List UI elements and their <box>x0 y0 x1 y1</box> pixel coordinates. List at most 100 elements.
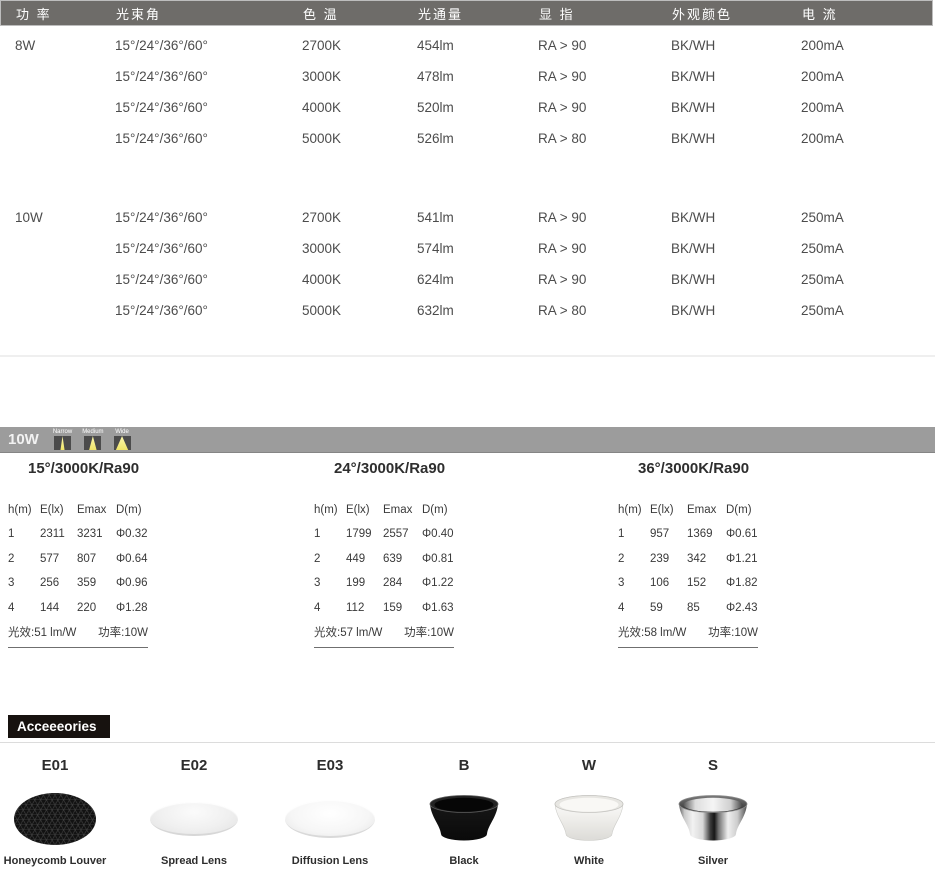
cell-color: BK/WH <box>671 241 716 256</box>
medium-beam-icon <box>84 436 102 450</box>
table-row: 1 957 1369 Φ0.61 <box>618 522 778 547</box>
table-row: 2 449 639 Φ0.81 <box>314 547 474 572</box>
cell: 957 <box>650 528 670 541</box>
accessory-label: Spread Lens <box>160 855 228 867</box>
cell: 3 <box>8 577 15 590</box>
table-row: 15°/24°/36°/60° 5000K 526lm RA > 80 BK/W… <box>0 123 935 154</box>
accessory-code: E01 <box>41 757 69 774</box>
cell-cct: 4000K <box>302 272 342 287</box>
cell-color: BK/WH <box>671 131 716 146</box>
cell: 3 <box>618 577 625 590</box>
cell-flux: 574lm <box>417 241 454 256</box>
cell: 3231 <box>77 528 103 541</box>
cell-flux: 624lm <box>417 272 454 287</box>
beam-label: Medium <box>82 429 104 435</box>
black-reflector-icon <box>429 795 499 841</box>
table-row: 4 144 220 Φ1.28 <box>8 596 168 621</box>
accessory-spread-lens: E02 Spread Lens <box>129 757 259 867</box>
accessory-label: Diffusion Lens <box>291 855 369 867</box>
cell-current: 250mA <box>801 210 844 225</box>
cell: 2 <box>8 552 15 565</box>
accessory-code: E02 <box>180 757 208 774</box>
photometric-title: 36°/3000K/Ra90 <box>638 460 750 477</box>
cell-cct: 2700K <box>302 38 342 53</box>
white-reflector-icon <box>554 795 624 841</box>
photometric-header-row: h(m) E(lx) Emax D(m) <box>314 498 474 522</box>
cell: 2557 <box>383 528 409 541</box>
accessory-honeycomb-louver: E01 Honeycomb Louver <box>0 757 120 867</box>
section-divider <box>0 355 935 357</box>
table-row: 10W 15°/24°/36°/60° 2700K 541lm RA > 90 … <box>0 202 935 233</box>
cell: 449 <box>346 552 366 565</box>
cell-current: 200mA <box>801 100 844 115</box>
table-row: 15°/24°/36°/60° 3000K 478lm RA > 90 BK/W… <box>0 61 935 92</box>
cell-cri: RA > 90 <box>538 38 587 53</box>
spread-lens-icon <box>150 802 238 836</box>
cell: Φ1.82 <box>726 577 758 590</box>
cell-flux: 541lm <box>417 210 454 225</box>
accessory-label: Honeycomb Louver <box>3 855 107 867</box>
cell-beam: 15°/24°/36°/60° <box>115 210 208 225</box>
cell-cri: RA > 90 <box>538 241 587 256</box>
table-row: 1 2311 3231 Φ0.32 <box>8 522 168 547</box>
silver-reflector-icon <box>678 795 748 841</box>
table-row: 15°/24°/36°/60° 4000K 520lm RA > 90 BK/W… <box>0 92 935 123</box>
col-header-cri: 显 指 <box>539 6 575 22</box>
efficacy-value: 光效:57 lm/W <box>314 627 383 639</box>
beam-option-medium: Medium <box>82 429 104 450</box>
cell-cct: 3000K <box>302 69 342 84</box>
cell: 2311 <box>40 528 65 541</box>
photometric-table-24deg: 24°/3000K/Ra90 h(m) E(lx) Emax D(m) 1 17… <box>314 460 474 648</box>
accessory-diffusion-lens: E03 Diffusion Lens <box>265 757 395 867</box>
cell-color: BK/WH <box>671 38 716 53</box>
cell-cri: RA > 80 <box>538 303 587 318</box>
beam-option-narrow: Narrow <box>53 429 72 450</box>
accessory-label: Silver <box>698 855 728 867</box>
diffusion-lens-icon <box>285 800 375 838</box>
table-row: 15°/24°/36°/60° 5000K 632lm RA > 80 BK/W… <box>0 295 935 326</box>
cell: 284 <box>383 577 403 590</box>
photometric-table-36deg: 36°/3000K/Ra90 h(m) E(lx) Emax D(m) 1 95… <box>618 460 778 648</box>
honeycomb-louver-icon <box>14 793 96 845</box>
beam-label: Narrow <box>52 429 73 435</box>
power-value: 功率:10W <box>708 627 758 639</box>
cell: 1369 <box>687 528 713 541</box>
cell-cct: 5000K <box>302 303 342 318</box>
cell: 2 <box>618 552 625 565</box>
table-row: 8W 15°/24°/36°/60° 2700K 454lm RA > 90 B… <box>0 30 935 61</box>
cell-beam: 15°/24°/36°/60° <box>115 38 208 53</box>
cell: Φ0.64 <box>116 552 148 565</box>
accessories-divider <box>0 742 935 743</box>
cell: Φ1.28 <box>116 601 148 614</box>
cell: 239 <box>650 552 670 565</box>
cell-beam: 15°/24°/36°/60° <box>115 272 208 287</box>
accessory-silver-reflector: S <box>648 757 778 867</box>
photometric-table-15deg: 15°/3000K/Ra90 h(m) E(lx) Emax D(m) 1 23… <box>8 460 168 648</box>
cell: Φ0.81 <box>422 552 454 565</box>
cell: 1 <box>618 528 625 541</box>
cell-cri: RA > 90 <box>538 210 587 225</box>
accessory-code: E03 <box>316 757 344 774</box>
cell: Φ1.22 <box>422 577 454 590</box>
col-emax: Emax <box>77 504 107 516</box>
cell-color: BK/WH <box>671 303 716 318</box>
cell: 4 <box>314 601 321 614</box>
cell: 106 <box>650 577 670 590</box>
cell: 159 <box>383 601 403 614</box>
spec-group-10w: 10W 15°/24°/36°/60° 2700K 541lm RA > 90 … <box>0 202 935 326</box>
photometric-header-row: h(m) E(lx) Emax D(m) <box>8 498 168 522</box>
cell: Φ2.43 <box>726 601 758 614</box>
cell-color: BK/WH <box>671 100 716 115</box>
cell-flux: 478lm <box>417 69 454 84</box>
cell-cct: 2700K <box>302 210 342 225</box>
cell: 144 <box>40 601 60 614</box>
table-row: 15°/24°/36°/60° 3000K 574lm RA > 90 BK/W… <box>0 233 935 264</box>
cell-beam: 15°/24°/36°/60° <box>115 241 208 256</box>
accessory-white-reflector: W White <box>524 757 654 867</box>
power-value: 功率:10W <box>404 627 454 639</box>
cell: 2 <box>314 552 321 565</box>
col-header-flux: 光通量 <box>418 6 464 22</box>
cell: 807 <box>77 552 97 565</box>
table-row: 4 112 159 Φ1.63 <box>314 596 474 621</box>
